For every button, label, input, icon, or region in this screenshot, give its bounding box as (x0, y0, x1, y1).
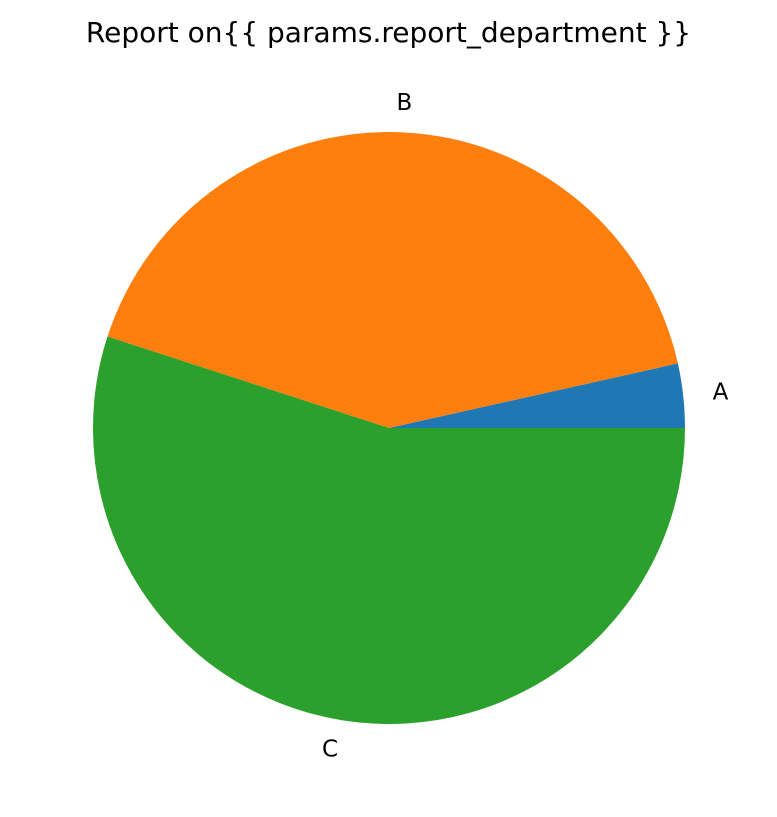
pie-slice-c (92, 336, 685, 725)
slice-labels: A B C (322, 90, 729, 763)
slice-label-c: C (322, 737, 338, 763)
chart-title: Report on{{ params.report_department }} (86, 16, 691, 49)
pie-slice-b (107, 132, 678, 428)
slice-label-a: A (713, 379, 729, 405)
pie-slices (92, 132, 685, 725)
pie-slice-a (389, 363, 685, 428)
slice-label-b: B (396, 90, 412, 116)
